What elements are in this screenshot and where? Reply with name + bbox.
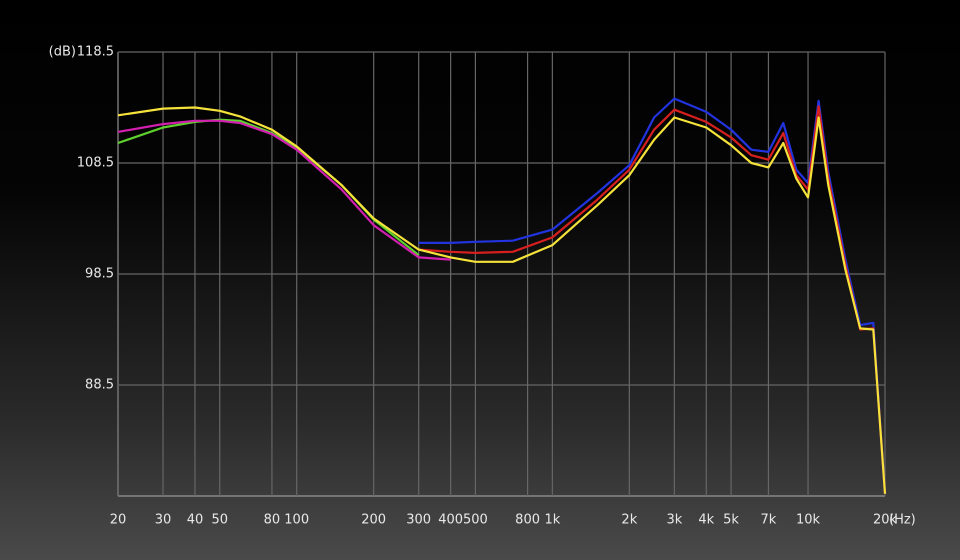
y-tick-label: 108.5 xyxy=(77,156,114,171)
series-line xyxy=(418,97,887,494)
x-tick-label: 3k xyxy=(666,513,682,528)
x-tick-label: 400 xyxy=(438,513,463,528)
x-tick-label: 4k xyxy=(698,513,714,528)
series-line xyxy=(117,106,887,494)
x-tick-label: 20 xyxy=(110,513,127,528)
x-tick-label: 1k xyxy=(544,513,560,528)
y-tick-label: 98.5 xyxy=(85,267,114,282)
y-tick-label: 88.5 xyxy=(85,378,114,393)
y-axis-label: (dB) xyxy=(49,45,76,60)
x-tick-label: 300 xyxy=(406,513,431,528)
y-tick-label: 118.5 xyxy=(77,45,114,60)
x-tick-label: 10k xyxy=(796,513,821,528)
series-line xyxy=(418,105,887,494)
x-tick-label: 100 xyxy=(284,513,309,528)
x-tick-label: 50 xyxy=(211,513,228,528)
x-tick-label: 80 xyxy=(264,513,281,528)
x-tick-label: 5k xyxy=(723,513,739,528)
x-tick-label: 40 xyxy=(187,513,204,528)
x-tick-label: 500 xyxy=(463,513,488,528)
x-tick-label: 30 xyxy=(155,513,172,528)
x-tick-label: 7k xyxy=(761,513,777,528)
x-tick-label: 20k xyxy=(873,513,898,528)
x-axis-label: (Hz) xyxy=(889,513,916,528)
x-tick-label: 800 xyxy=(515,513,540,528)
x-tick-label: 2k xyxy=(621,513,637,528)
x-tick-label: 200 xyxy=(361,513,386,528)
series-line xyxy=(117,119,451,261)
